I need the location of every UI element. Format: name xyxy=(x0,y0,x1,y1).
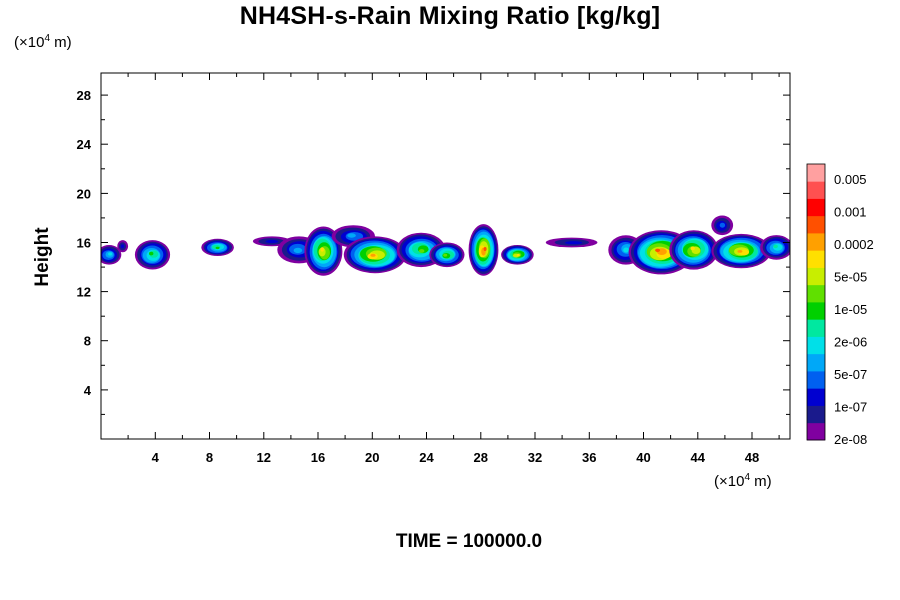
cloud-cluster xyxy=(134,240,171,270)
x-tick-label: 48 xyxy=(745,450,759,465)
colorbar-label: 1e-05 xyxy=(834,302,867,317)
cloud-cluster xyxy=(545,237,598,248)
y-tick-label: 28 xyxy=(77,88,91,103)
contour-level-11 xyxy=(737,250,743,253)
contour-level-5 xyxy=(623,247,629,253)
cloud-cluster xyxy=(669,230,719,270)
contour-level-11 xyxy=(370,253,376,257)
contour-level-7 xyxy=(149,251,154,256)
x-tick-label: 44 xyxy=(691,450,706,465)
colorbar-swatch xyxy=(807,371,825,389)
x-tick-label: 28 xyxy=(474,450,488,465)
colorbar-label: 0.0002 xyxy=(834,237,874,252)
colorbar-frame xyxy=(806,163,826,441)
colorbar-label: 5e-07 xyxy=(834,367,867,382)
y-tick-label: 12 xyxy=(77,285,91,300)
colorbar-swatch xyxy=(807,250,825,268)
contour-level-2 xyxy=(120,244,125,249)
y-unit-exponent: 4 xyxy=(44,33,51,44)
contour-level-10 xyxy=(690,246,695,251)
colorbar-swatch xyxy=(807,267,825,286)
contour-level-4 xyxy=(293,247,303,254)
x-unit-label: (×104 m) xyxy=(714,472,772,490)
colorbar-label: 5e-05 xyxy=(834,270,867,285)
colorbar-swatch xyxy=(807,198,825,217)
colorbar-swatch xyxy=(807,215,825,234)
y-unit-label: (×104 m) xyxy=(14,33,72,51)
colorbar-label: 1e-07 xyxy=(834,400,867,415)
chart-title: NH4SH-s-Rain Mixing Ratio [kg/kg] xyxy=(239,2,661,30)
x-unit-prefix: (×10 xyxy=(714,473,745,490)
x-tick-label: 20 xyxy=(365,450,379,465)
cloud-cluster xyxy=(201,238,234,256)
y-unit-suffix: m) xyxy=(50,34,72,51)
cloud-cluster xyxy=(117,240,129,253)
x-tick-label: 12 xyxy=(257,450,271,465)
cloud-cluster xyxy=(101,245,122,265)
x-tick-label: 32 xyxy=(528,450,542,465)
cloud-cluster xyxy=(711,215,734,236)
x-unit-suffix: m) xyxy=(750,473,772,490)
cloud-cluster xyxy=(468,224,499,276)
contour-level-6 xyxy=(773,244,778,249)
cloud-cluster xyxy=(760,235,790,260)
colorbar-label: 0.005 xyxy=(834,172,867,187)
y-tick-label: 4 xyxy=(84,383,92,398)
cloud-cluster xyxy=(429,242,465,268)
contour-level-12 xyxy=(483,247,487,251)
contour-level-12 xyxy=(655,248,661,252)
plot-frame xyxy=(100,72,791,440)
x-tick-label: 4 xyxy=(152,450,160,465)
colorbar-swatch xyxy=(807,405,825,424)
colorbar-swatch xyxy=(807,302,825,320)
colorbar-label: 0.001 xyxy=(834,205,867,220)
y-tick-label: 8 xyxy=(84,334,91,349)
x-tick-label: 24 xyxy=(419,450,434,465)
y-tick-label: 16 xyxy=(77,235,91,250)
colorbar-swatch xyxy=(807,388,825,406)
cloud-cluster xyxy=(304,226,343,276)
contour-level-2 xyxy=(265,239,279,244)
time-label: TIME = 100000.0 xyxy=(395,531,543,552)
x-tick-label: 40 xyxy=(636,450,650,465)
cloud-cluster xyxy=(501,245,534,265)
contour-level-7 xyxy=(215,246,220,250)
contour-level-10 xyxy=(516,253,520,257)
colorbar-swatch xyxy=(807,181,825,199)
cloud-cluster xyxy=(396,232,446,268)
cloud-cluster xyxy=(343,236,407,274)
colorbar-swatch xyxy=(807,164,825,182)
colorbar-label: 2e-06 xyxy=(834,335,867,350)
mixing-ratio-field xyxy=(101,215,790,276)
colorbar-swatch xyxy=(807,284,825,303)
contour-level-10 xyxy=(320,247,324,252)
x-tick-label: 8 xyxy=(206,450,213,465)
contour-level-3 xyxy=(719,222,726,228)
colorbar-swatch xyxy=(807,422,825,441)
colorbar-swatch xyxy=(807,353,825,372)
colorbar: 0.005 0.001 0.0002 5e-05 1e-05 2e-06 5e-07 1e-0… xyxy=(806,163,874,447)
y-tick-label: 20 xyxy=(77,186,91,201)
x-unit-exponent: 4 xyxy=(744,472,751,483)
contour-level-8 xyxy=(443,253,448,257)
colorbar-swatch xyxy=(807,319,825,337)
y-tick-label: 24 xyxy=(77,137,92,152)
colorbar-swatch xyxy=(807,233,825,251)
contour-level-2 xyxy=(565,241,583,245)
contour-level-5 xyxy=(108,252,113,256)
contour-level-4 xyxy=(347,233,356,238)
contour-level-8 xyxy=(419,249,425,253)
colorbar-swatch xyxy=(807,336,825,355)
y-unit-prefix: (×10 xyxy=(14,34,45,51)
x-tick-label: 36 xyxy=(582,450,596,465)
x-tick-label: 16 xyxy=(311,450,325,465)
cloud-cluster xyxy=(711,233,771,269)
colorbar-label: 2e-08 xyxy=(834,432,867,447)
